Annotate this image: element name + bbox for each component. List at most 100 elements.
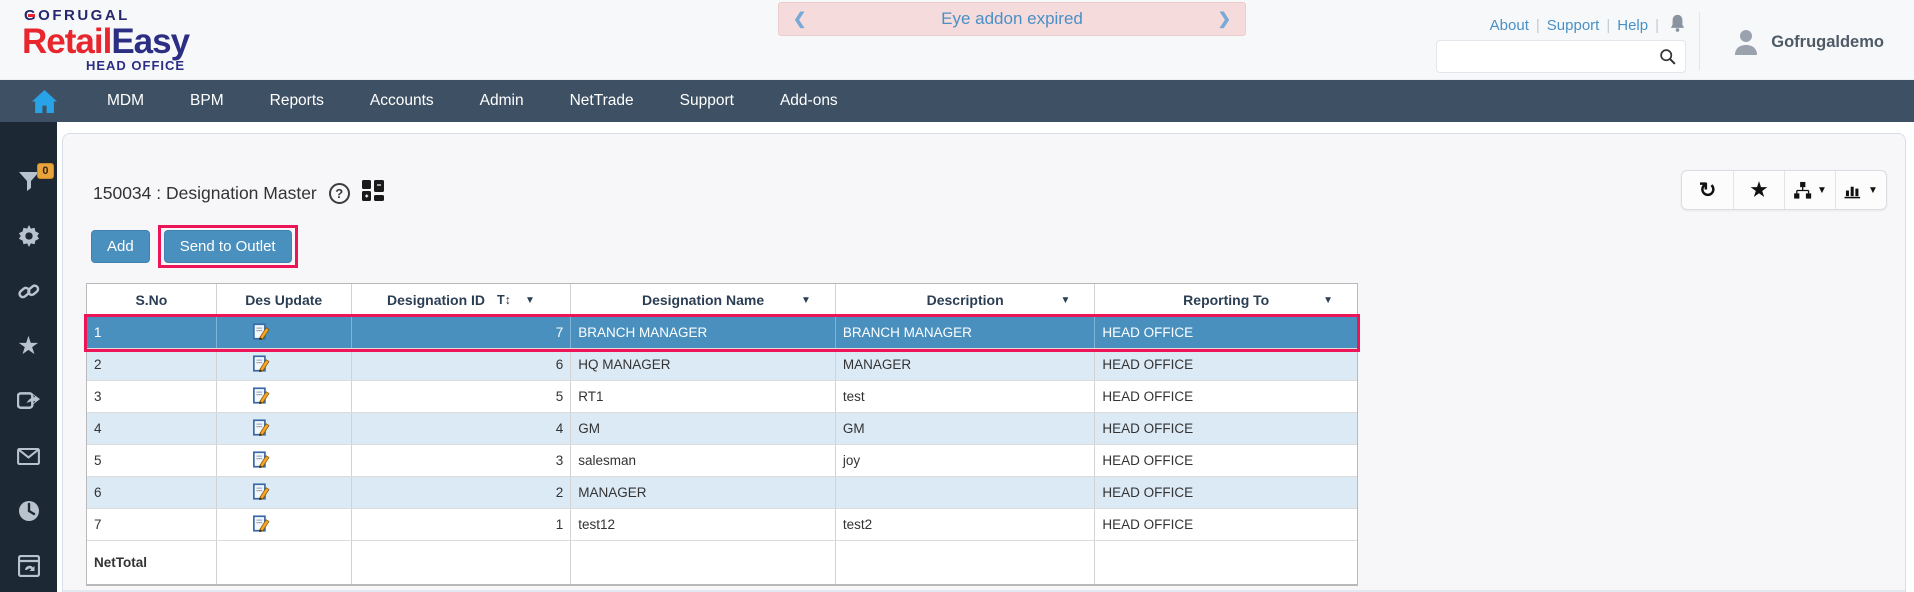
filter-caret-icon[interactable]: ▼ xyxy=(524,294,535,306)
col-header-des-update[interactable]: Des Update xyxy=(217,284,352,316)
star-icon[interactable]: ★ xyxy=(17,331,40,360)
cell-designation-id: 1 xyxy=(352,509,572,540)
mail-icon[interactable] xyxy=(17,445,41,467)
table-footer-row: NetTotal xyxy=(87,541,1357,585)
cell-description: test xyxy=(836,381,1096,412)
cell-description: GM xyxy=(836,413,1096,444)
cell-reporting-to: HEAD OFFICE xyxy=(1102,325,1194,340)
shortcut-keys-icon[interactable] xyxy=(361,180,384,206)
header-links: About | Support | Help | xyxy=(1490,14,1686,36)
username-label: Gofrugaldemo xyxy=(1771,32,1884,51)
nav-item-nettrade[interactable]: NetTrade xyxy=(569,92,634,109)
left-sidebar: 0 ★ xyxy=(0,122,57,592)
add-button[interactable]: Add xyxy=(91,230,150,263)
gear-icon[interactable] xyxy=(17,225,41,247)
filter-caret-icon[interactable]: ▼ xyxy=(1323,294,1333,306)
window-sync-icon[interactable] xyxy=(17,555,41,577)
top-header: GOFRUGAL RetailEasy HEAD OFFICE ❮ Eye ad… xyxy=(0,0,1914,80)
table-row[interactable]: 4 4 GM GM HEAD OFFICE xyxy=(87,413,1357,445)
bar-chart-icon xyxy=(1844,186,1861,198)
nettotal-label: NetTotal xyxy=(87,541,217,584)
content-area: 0 ★ 150034 : Designation Master ? xyxy=(0,122,1914,592)
link-icon[interactable] xyxy=(17,280,41,302)
bell-icon[interactable] xyxy=(1669,14,1686,36)
favorite-button[interactable]: ★ xyxy=(1733,171,1784,209)
table-row[interactable]: 5 3 salesman joy HEAD OFFICE xyxy=(87,445,1357,477)
hierarchy-view-button[interactable]: ▼ xyxy=(1784,171,1835,209)
banner-message: Eye addon expired xyxy=(941,9,1083,28)
send-to-outlet-button[interactable]: Send to Outlet xyxy=(163,230,292,263)
help-icon[interactable]: ? xyxy=(328,182,350,204)
org-chart-icon xyxy=(1794,181,1812,199)
chart-view-button[interactable]: ▼ xyxy=(1835,171,1886,209)
table-row[interactable]: 6 2 MANAGER HEAD OFFICE xyxy=(87,477,1357,509)
edit-document-icon[interactable] xyxy=(252,514,270,535)
about-link[interactable]: About xyxy=(1489,16,1529,34)
cell-description: joy xyxy=(836,445,1096,476)
edit-document-icon[interactable] xyxy=(252,450,270,471)
clock-icon[interactable] xyxy=(17,500,41,522)
col-header-sno[interactable]: S.No xyxy=(87,284,217,316)
annotation-highlight-send-to-outlet: Send to Outlet xyxy=(157,225,298,268)
edit-document-icon[interactable] xyxy=(252,386,270,407)
col-header-reporting-to[interactable]: Reporting To ▼ xyxy=(1183,292,1333,308)
cell-designation-id: 7 xyxy=(352,317,572,348)
logo-brand-text: GOFRUGAL xyxy=(22,8,189,23)
nav-item-reports[interactable]: Reports xyxy=(269,92,324,109)
cell-designation-id: 4 xyxy=(352,413,572,444)
home-icon[interactable] xyxy=(24,89,64,113)
support-link[interactable]: Support xyxy=(1546,16,1600,34)
help-link[interactable]: Help xyxy=(1617,16,1649,34)
header-divider xyxy=(1699,12,1700,70)
col-header-designation-id[interactable]: Designation ID T↕ ▼ xyxy=(352,284,572,316)
filter-icon[interactable]: 0 xyxy=(17,163,54,192)
cell-sno: 1 xyxy=(87,317,217,348)
edit-document-icon[interactable] xyxy=(252,322,270,343)
filter-caret-icon[interactable]: ▼ xyxy=(800,294,811,306)
nav-item-support[interactable]: Support xyxy=(679,92,734,109)
cell-designation-id: 6 xyxy=(352,349,572,380)
grid-toolbar: ↻ ★ ▼ ▼ xyxy=(1681,170,1887,210)
search-icon[interactable] xyxy=(1659,48,1676,65)
notification-banner: ❮ Eye addon expired ❯ xyxy=(778,2,1246,36)
cell-designation-name: GM xyxy=(571,413,836,444)
nav-item-mdm[interactable]: MDM xyxy=(107,92,145,109)
cell-reporting-to: HEAD OFFICE xyxy=(1102,421,1194,436)
logo-product-text: RetailEasy xyxy=(22,22,190,61)
global-search-input[interactable] xyxy=(1437,41,1659,72)
cell-reporting-to: HEAD OFFICE xyxy=(1102,389,1194,404)
table-row[interactable]: 1 7 BRANCH MANAGER BRANCH MANAGER HEAD OFFIC… xyxy=(84,314,1360,352)
cell-sno: 7 xyxy=(87,509,217,540)
col-header-description[interactable]: Description ▼ xyxy=(836,284,1096,316)
cell-designation-name: MANAGER xyxy=(571,477,836,508)
edit-document-icon[interactable] xyxy=(252,482,270,503)
table-row[interactable]: 2 6 HQ MANAGER MANAGER HEAD OFFICE xyxy=(87,349,1357,381)
cell-des-update xyxy=(217,509,352,540)
cell-reporting-to: HEAD OFFICE xyxy=(1102,357,1194,372)
panel-wrapper: 150034 : Designation Master ? ↻ ★ ▼ ▼ xyxy=(57,122,1914,592)
share-icon[interactable] xyxy=(17,390,41,412)
nav-item-bpm[interactable]: BPM xyxy=(190,92,224,109)
action-buttons-row: Add Send to Outlet xyxy=(91,225,1905,268)
table-header-row: S.No Des Update Designation ID T↕ ▼ Desi… xyxy=(87,284,1357,317)
col-header-designation-name[interactable]: Designation Name ▼ xyxy=(571,284,836,316)
chevron-right-icon[interactable]: ❯ xyxy=(1217,11,1231,28)
main-navbar: MDM BPM Reports Accounts Admin NetTrade … xyxy=(0,80,1914,122)
nav-item-accounts[interactable]: Accounts xyxy=(369,92,434,109)
user-area[interactable]: Gofrugaldemo xyxy=(1733,28,1884,56)
cell-des-update xyxy=(217,445,352,476)
edit-document-icon[interactable] xyxy=(252,354,270,375)
text-sort-icon[interactable]: T↕ xyxy=(497,293,511,307)
cell-designation-id: 3 xyxy=(352,445,572,476)
table-row[interactable]: 7 1 test12 test2 HEAD OFFICE xyxy=(87,509,1357,541)
filter-caret-icon[interactable]: ▼ xyxy=(1060,294,1071,306)
cell-designation-name: salesman xyxy=(571,445,836,476)
edit-document-icon[interactable] xyxy=(252,418,270,439)
refresh-button[interactable]: ↻ xyxy=(1682,171,1733,209)
cell-des-update xyxy=(217,381,352,412)
cell-des-update xyxy=(217,349,352,380)
nav-item-admin[interactable]: Admin xyxy=(479,92,524,109)
table-row[interactable]: 3 5 RT1 test HEAD OFFICE xyxy=(87,381,1357,413)
chevron-left-icon[interactable]: ❮ xyxy=(793,11,807,28)
nav-item-addons[interactable]: Add-ons xyxy=(779,92,838,109)
